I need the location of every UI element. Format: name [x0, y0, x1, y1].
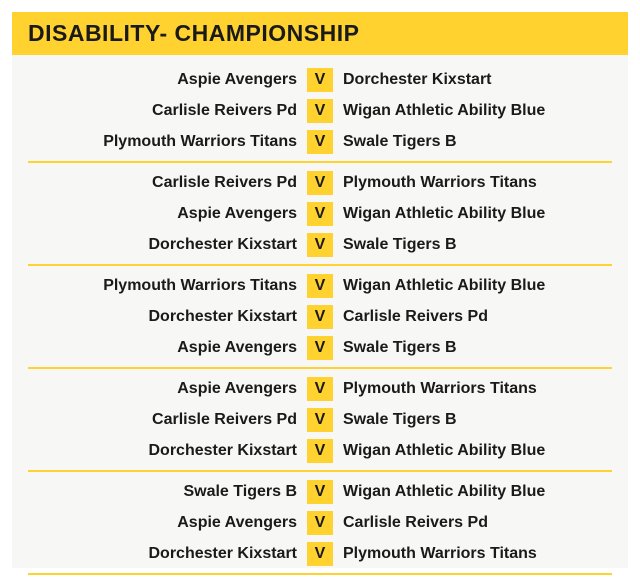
versus-badge: V [307, 233, 333, 257]
fixture-row: Plymouth Warriors TitansVSwale Tigers B [28, 126, 612, 157]
fixture-group: Aspie AvengersVPlymouth Warriors TitansC… [28, 369, 612, 472]
home-team: Dorchester Kixstart [28, 308, 307, 326]
home-team: Plymouth Warriors Titans [28, 277, 307, 295]
fixture-row: Dorchester KixstartVSwale Tigers B [28, 229, 612, 260]
away-team: Plymouth Warriors Titans [333, 174, 612, 192]
versus-badge: V [307, 377, 333, 401]
versus-badge: V [307, 305, 333, 329]
versus-badge: V [307, 408, 333, 432]
versus-badge: V [307, 511, 333, 535]
fixture-row: Dorchester KixstartVCarlisle Reivers Pd [28, 301, 612, 332]
away-team: Wigan Athletic Ability Blue [333, 483, 612, 501]
fixture-card: DISABILITY- CHAMPIONSHIP Aspie AvengersV… [12, 12, 628, 568]
home-team: Carlisle Reivers Pd [28, 411, 307, 429]
versus-badge: V [307, 202, 333, 226]
away-team: Wigan Athletic Ability Blue [333, 205, 612, 223]
fixture-row: Aspie AvengersVCarlisle Reivers Pd [28, 507, 612, 538]
home-team: Aspie Avengers [28, 205, 307, 223]
away-team: Carlisle Reivers Pd [333, 514, 612, 532]
away-team: Plymouth Warriors Titans [333, 545, 612, 563]
card-title: DISABILITY- CHAMPIONSHIP [28, 20, 612, 47]
away-team: Carlisle Reivers Pd [333, 308, 612, 326]
fixture-row: Aspie AvengersVSwale Tigers B [28, 332, 612, 363]
fixture-row: Aspie AvengersVWigan Athletic Ability Bl… [28, 198, 612, 229]
versus-badge: V [307, 439, 333, 463]
versus-badge: V [307, 171, 333, 195]
home-team: Dorchester Kixstart [28, 545, 307, 563]
away-team: Swale Tigers B [333, 411, 612, 429]
fixture-row: Plymouth Warriors TitansVWigan Athletic … [28, 270, 612, 301]
fixture-group: Plymouth Warriors TitansVWigan Athletic … [28, 266, 612, 369]
home-team: Aspie Avengers [28, 339, 307, 357]
home-team: Aspie Avengers [28, 514, 307, 532]
away-team: Wigan Athletic Ability Blue [333, 102, 612, 120]
fixture-row: Aspie AvengersVPlymouth Warriors Titans [28, 373, 612, 404]
away-team: Plymouth Warriors Titans [333, 380, 612, 398]
fixture-group: Swale Tigers BVWigan Athletic Ability Bl… [28, 472, 612, 575]
versus-badge: V [307, 99, 333, 123]
fixture-row: Aspie AvengersVDorchester Kixstart [28, 64, 612, 95]
home-team: Plymouth Warriors Titans [28, 133, 307, 151]
versus-badge: V [307, 130, 333, 154]
fixture-row: Dorchester KixstartVPlymouth Warriors Ti… [28, 538, 612, 569]
away-team: Wigan Athletic Ability Blue [333, 442, 612, 460]
home-team: Dorchester Kixstart [28, 236, 307, 254]
fixture-group: Carlisle Reivers PdVPlymouth Warriors Ti… [28, 163, 612, 266]
home-team: Dorchester Kixstart [28, 442, 307, 460]
versus-badge: V [307, 480, 333, 504]
away-team: Swale Tigers B [333, 339, 612, 357]
card-header: DISABILITY- CHAMPIONSHIP [12, 12, 628, 55]
away-team: Swale Tigers B [333, 236, 612, 254]
versus-badge: V [307, 68, 333, 92]
fixture-row: Carlisle Reivers PdVPlymouth Warriors Ti… [28, 167, 612, 198]
home-team: Carlisle Reivers Pd [28, 102, 307, 120]
fixture-row: Dorchester KixstartVWigan Athletic Abili… [28, 435, 612, 466]
away-team: Dorchester Kixstart [333, 71, 612, 89]
home-team: Carlisle Reivers Pd [28, 174, 307, 192]
fixture-row: Swale Tigers BVWigan Athletic Ability Bl… [28, 476, 612, 507]
home-team: Swale Tigers B [28, 483, 307, 501]
versus-badge: V [307, 336, 333, 360]
away-team: Wigan Athletic Ability Blue [333, 277, 612, 295]
fixture-row: Carlisle Reivers PdVWigan Athletic Abili… [28, 95, 612, 126]
fixture-row: Carlisle Reivers PdVSwale Tigers B [28, 404, 612, 435]
versus-badge: V [307, 274, 333, 298]
home-team: Aspie Avengers [28, 71, 307, 89]
fixture-group: Aspie AvengersVDorchester KixstartCarlis… [28, 60, 612, 163]
fixtures-body: Aspie AvengersVDorchester KixstartCarlis… [12, 55, 628, 585]
home-team: Aspie Avengers [28, 380, 307, 398]
away-team: Swale Tigers B [333, 133, 612, 151]
versus-badge: V [307, 542, 333, 566]
